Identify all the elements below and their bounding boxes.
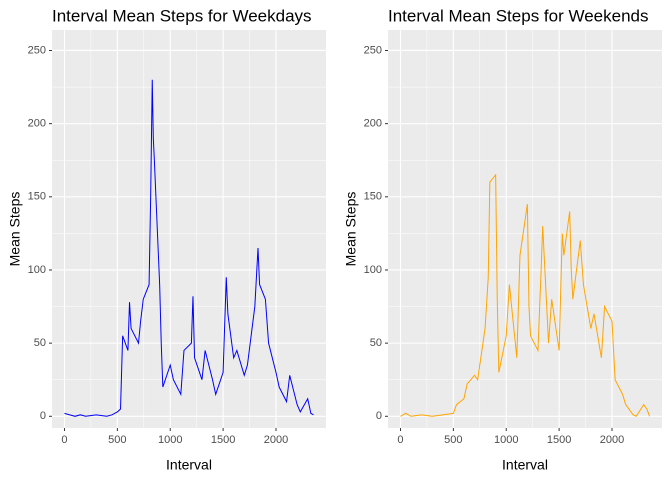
- y-tick-label: 0: [40, 410, 46, 422]
- y-tick-label: 150: [28, 191, 46, 203]
- x-tick-label: 500: [108, 434, 126, 446]
- y-tick-label: 250: [28, 44, 46, 56]
- data-line: [400, 173, 650, 417]
- y-tick-label: 100: [28, 264, 46, 276]
- x-tick-label: 1000: [158, 434, 182, 446]
- y-tick-label: 200: [364, 118, 382, 130]
- data-line: [64, 79, 314, 417]
- y-tick-label: 150: [364, 191, 382, 203]
- y-tick-label: 100: [364, 264, 382, 276]
- x-tick-label: 500: [444, 434, 462, 446]
- chart-title: Interval Mean Steps for Weekdays: [52, 6, 312, 25]
- y-axis-title: Mean Steps: [343, 192, 359, 267]
- y-tick-label: 250: [364, 44, 382, 56]
- y-axis-title: Mean Steps: [7, 192, 23, 267]
- x-tick-label: 1500: [211, 434, 235, 446]
- chart-title: Interval Mean Steps for Weekends: [388, 6, 649, 25]
- x-axis-title: Interval: [166, 457, 212, 473]
- x-tick-label: 0: [397, 434, 403, 446]
- x-tick-label: 2000: [600, 434, 624, 446]
- x-tick-label: 2000: [264, 434, 288, 446]
- y-tick-label: 50: [34, 337, 46, 349]
- y-tick-label: 50: [370, 337, 382, 349]
- x-tick-label: 0: [61, 434, 67, 446]
- x-tick-label: 1000: [494, 434, 518, 446]
- x-axis-title: Interval: [502, 457, 548, 473]
- plot-background: [52, 30, 326, 428]
- plot-background: [388, 30, 662, 428]
- x-tick-label: 1500: [547, 434, 571, 446]
- y-tick-label: 0: [376, 410, 382, 422]
- y-tick-label: 200: [28, 118, 46, 130]
